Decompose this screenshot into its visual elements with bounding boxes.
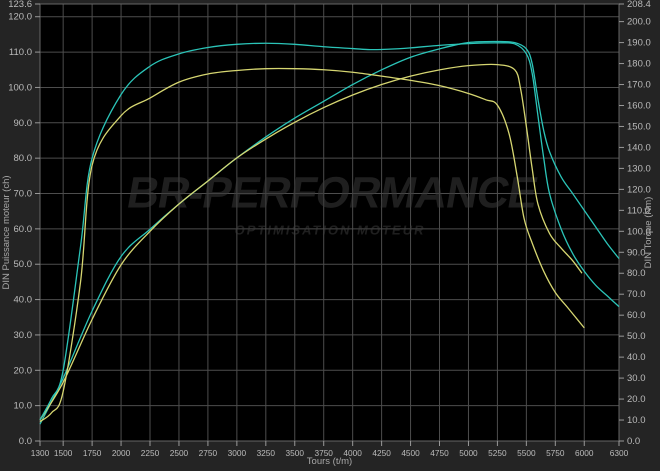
svg-text:120.0: 120.0 <box>8 12 32 23</box>
svg-text:0.0: 0.0 <box>627 436 640 447</box>
svg-text:20.0: 20.0 <box>627 394 646 405</box>
svg-text:200.0: 200.0 <box>627 17 651 28</box>
svg-text:120.0: 120.0 <box>627 184 651 195</box>
svg-text:10.0: 10.0 <box>14 401 33 412</box>
svg-text:DIN Puissance moteur (ch): DIN Puissance moteur (ch) <box>1 175 12 289</box>
svg-text:0.0: 0.0 <box>19 436 32 447</box>
svg-text:5500: 5500 <box>517 448 536 458</box>
svg-text:2000: 2000 <box>112 448 131 458</box>
svg-text:123.6: 123.6 <box>8 0 32 10</box>
svg-text:30.0: 30.0 <box>14 330 33 341</box>
svg-text:90.0: 90.0 <box>14 118 33 129</box>
svg-text:2750: 2750 <box>199 448 218 458</box>
svg-text:1500: 1500 <box>54 448 73 458</box>
svg-text:70.0: 70.0 <box>14 189 33 200</box>
svg-text:40.0: 40.0 <box>14 295 33 306</box>
svg-text:2500: 2500 <box>170 448 189 458</box>
svg-text:1750: 1750 <box>83 448 102 458</box>
svg-text:5000: 5000 <box>459 448 478 458</box>
svg-text:50.0: 50.0 <box>627 331 646 342</box>
svg-text:Tours (t/m): Tours (t/m) <box>307 456 352 467</box>
svg-text:208.4: 208.4 <box>627 0 651 10</box>
svg-text:4500: 4500 <box>401 448 420 458</box>
svg-text:10.0: 10.0 <box>627 415 646 426</box>
svg-text:30.0: 30.0 <box>627 373 646 384</box>
svg-text:180.0: 180.0 <box>627 59 651 70</box>
svg-text:3250: 3250 <box>257 448 276 458</box>
svg-text:190.0: 190.0 <box>627 38 651 49</box>
svg-text:4250: 4250 <box>372 448 391 458</box>
svg-text:60.0: 60.0 <box>14 224 33 235</box>
svg-text:3500: 3500 <box>286 448 305 458</box>
svg-text:40.0: 40.0 <box>627 352 646 363</box>
svg-text:4750: 4750 <box>430 448 449 458</box>
svg-text:20.0: 20.0 <box>14 365 33 376</box>
svg-text:70.0: 70.0 <box>627 289 646 300</box>
svg-text:6000: 6000 <box>575 448 594 458</box>
svg-text:100.0: 100.0 <box>8 82 32 93</box>
svg-text:80.0: 80.0 <box>14 153 33 164</box>
svg-text:140.0: 140.0 <box>627 142 651 153</box>
svg-text:6300: 6300 <box>610 448 629 458</box>
svg-text:160.0: 160.0 <box>627 101 651 112</box>
svg-text:1300: 1300 <box>31 448 50 458</box>
svg-text:DIN Torque (Nm): DIN Torque (Nm) <box>643 197 654 269</box>
svg-text:150.0: 150.0 <box>627 122 651 133</box>
svg-text:110.0: 110.0 <box>9 47 32 58</box>
svg-text:5750: 5750 <box>546 448 565 458</box>
svg-text:5250: 5250 <box>488 448 507 458</box>
svg-text:50.0: 50.0 <box>14 259 33 270</box>
svg-text:60.0: 60.0 <box>627 310 646 321</box>
svg-text:2250: 2250 <box>141 448 160 458</box>
svg-text:170.0: 170.0 <box>627 80 651 91</box>
svg-text:130.0: 130.0 <box>627 163 651 174</box>
svg-text:OPTIMISATION MOTEUR: OPTIMISATION MOTEUR <box>234 223 427 238</box>
svg-text:80.0: 80.0 <box>627 268 646 279</box>
svg-text:BR-PERFORMANCE: BR-PERFORMANCE <box>123 169 540 218</box>
svg-text:3000: 3000 <box>228 448 247 458</box>
